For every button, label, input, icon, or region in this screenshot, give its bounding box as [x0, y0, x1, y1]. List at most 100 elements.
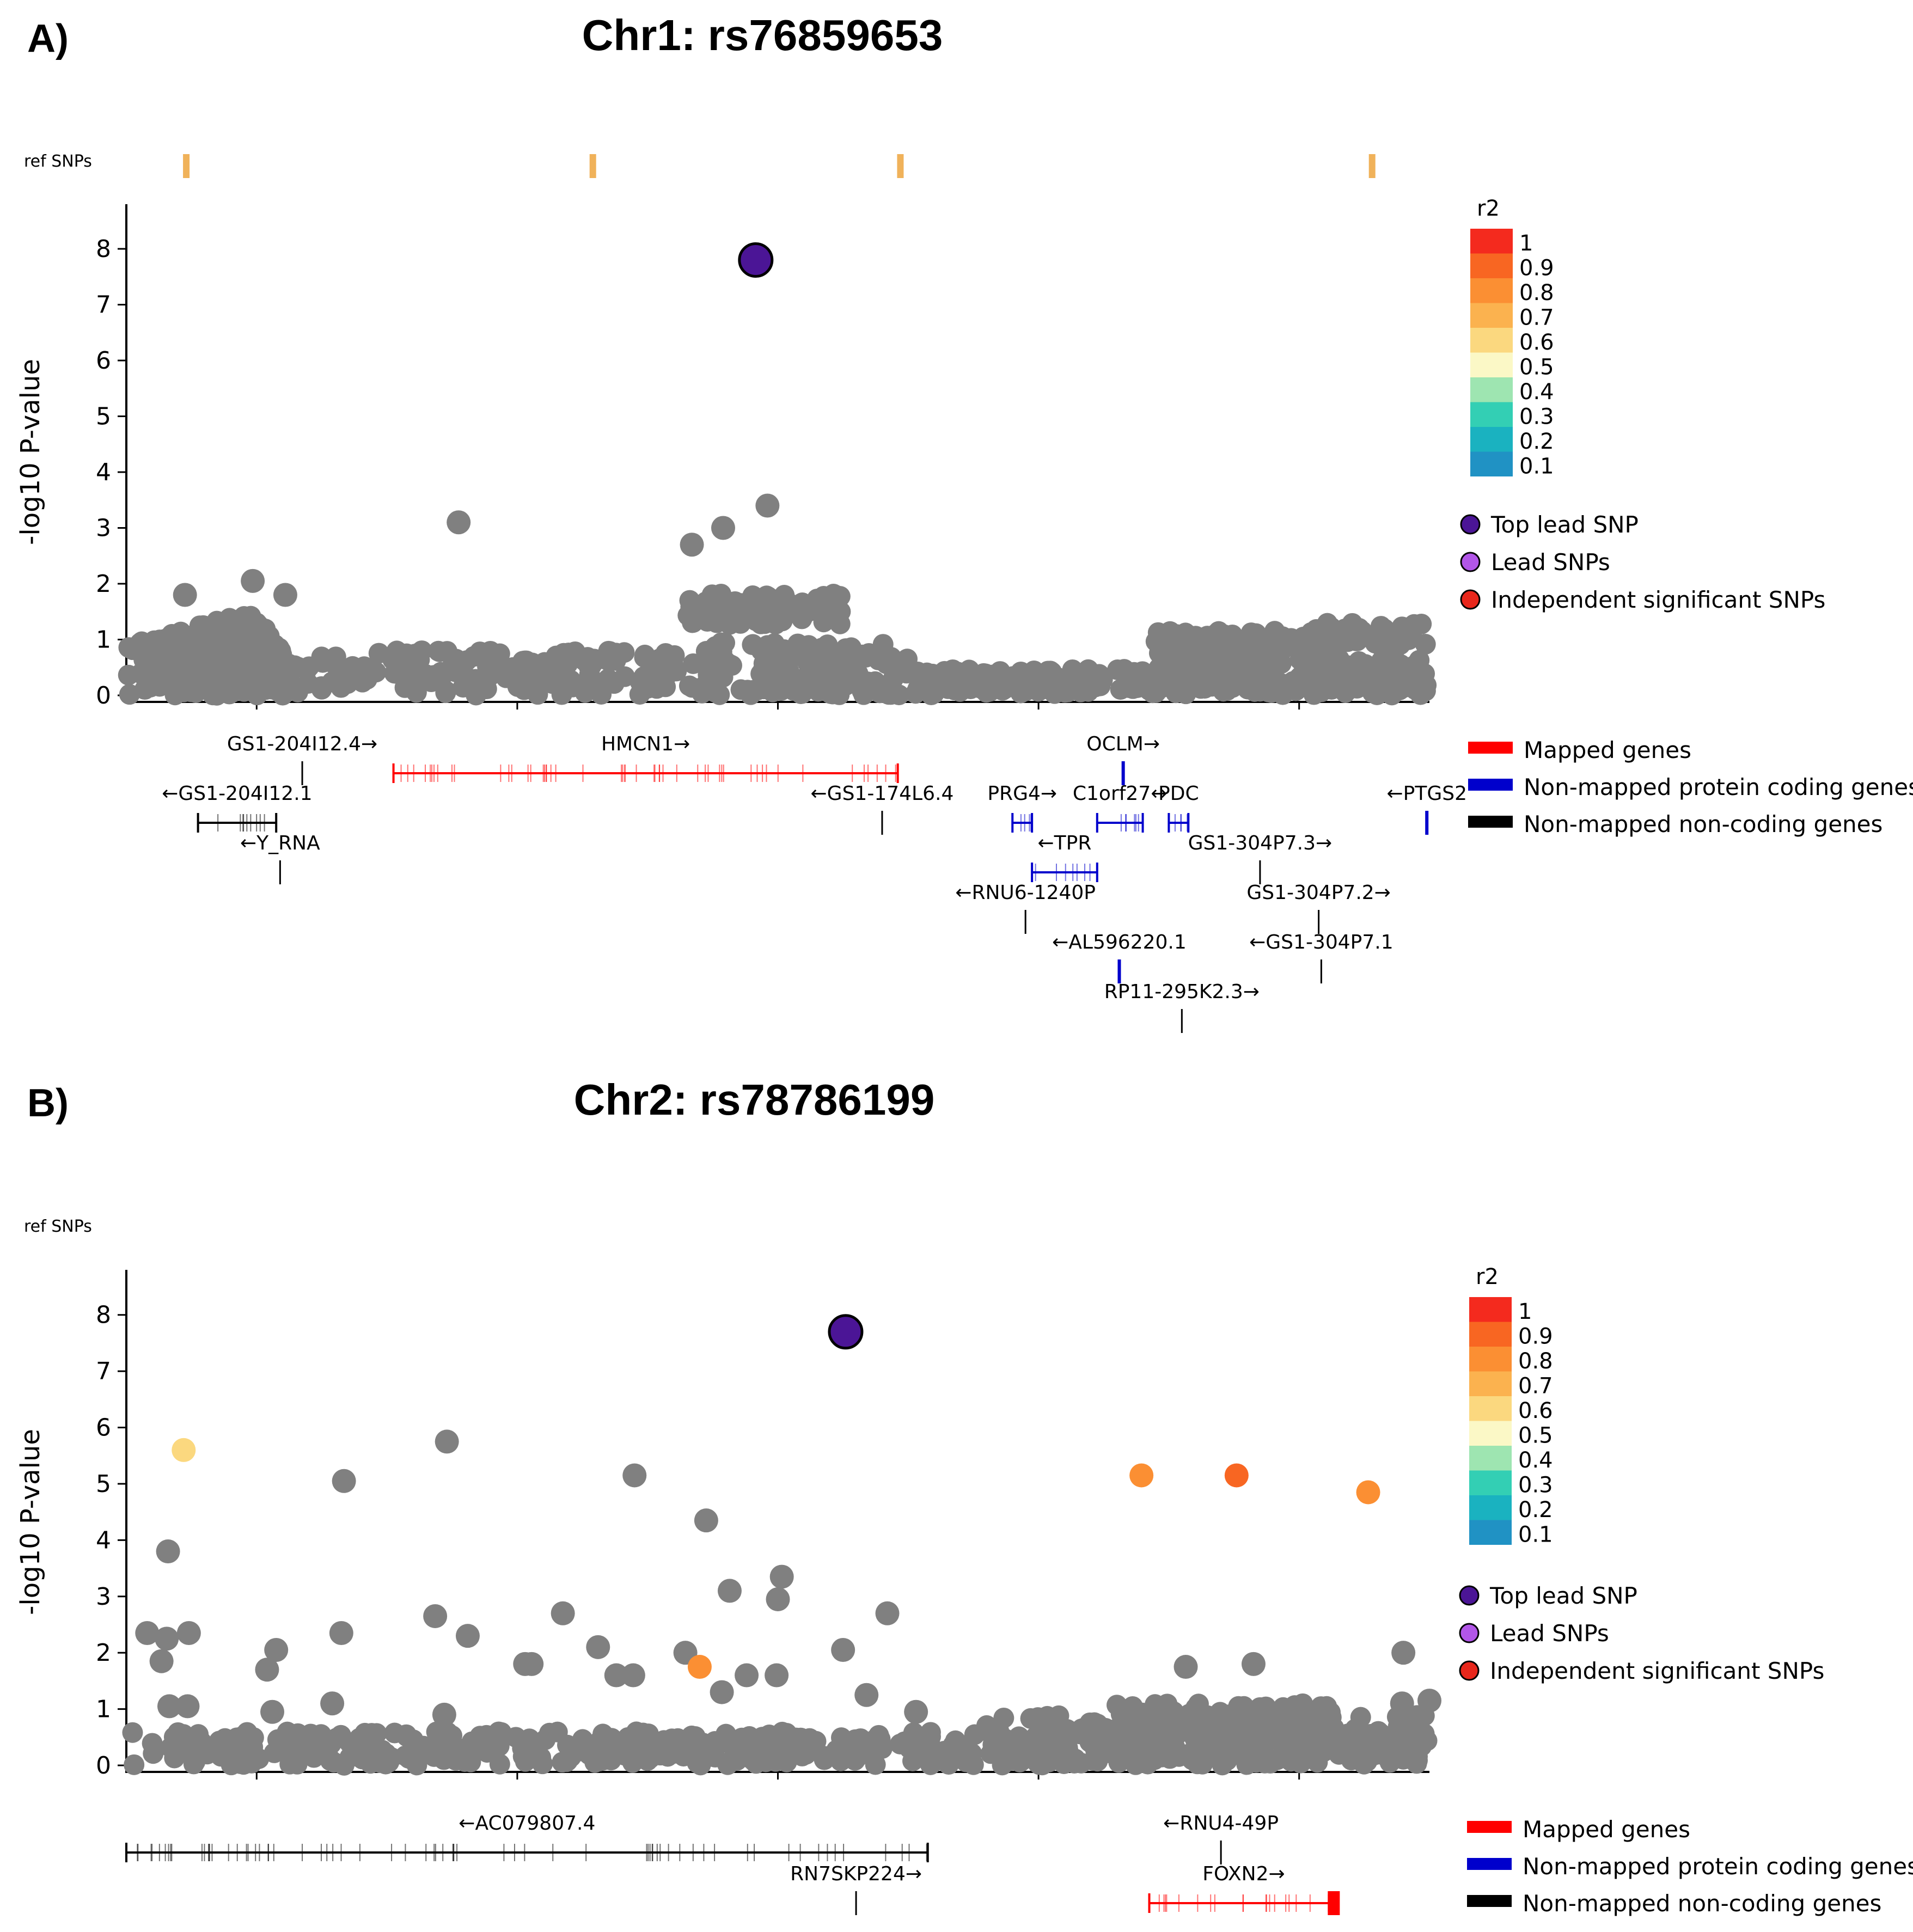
snp-point — [423, 1604, 448, 1628]
snp-point — [281, 659, 302, 680]
snp-point — [1364, 681, 1385, 702]
snp-point — [694, 1508, 718, 1533]
r2-scale-swatch — [1469, 1470, 1512, 1495]
snp-point — [402, 1729, 424, 1751]
legend-point-marker — [1459, 1623, 1480, 1643]
snp-point — [241, 568, 265, 593]
snp-point — [1395, 1717, 1416, 1739]
snp-point — [253, 632, 274, 653]
snp-point — [1130, 665, 1152, 686]
snp-point — [797, 1733, 818, 1754]
ref-snp-mark — [183, 154, 190, 178]
snp-point — [705, 662, 726, 683]
snp-point — [902, 1750, 923, 1771]
snp-point — [1222, 677, 1243, 698]
snp-point — [743, 680, 764, 701]
legend-point-label: Top lead SNP — [1489, 1582, 1637, 1609]
snp-point — [1078, 681, 1099, 702]
snp-point — [1186, 626, 1207, 647]
snp-point — [1417, 1689, 1441, 1713]
snp-point — [682, 677, 703, 698]
snp-point — [711, 641, 732, 663]
snp-point — [155, 1627, 179, 1651]
snp-point — [381, 1747, 402, 1768]
r2-scale-label: 0.6 — [1519, 330, 1554, 355]
r2-scale-label: 0.9 — [1519, 256, 1554, 281]
snp-point — [826, 650, 847, 671]
gene-label: ←GS1-204I12.1 — [162, 782, 312, 805]
snp-point — [435, 1429, 459, 1454]
snp-point — [791, 608, 812, 629]
snp-point — [260, 1699, 285, 1724]
r2-scale-label: 0.6 — [1518, 1398, 1553, 1423]
y-tick-label: 5 — [96, 403, 111, 431]
y-tick-label: 2 — [96, 1639, 111, 1667]
snp-point — [717, 1579, 742, 1603]
snp-point — [516, 650, 537, 671]
snp-point — [1206, 1716, 1227, 1737]
y-tick-label: 4 — [96, 458, 111, 486]
snp-point — [765, 1663, 789, 1688]
r2-scale-label: 0.8 — [1518, 1349, 1553, 1374]
panel-a-r2-title: r2 — [1477, 196, 1500, 221]
snp-point — [1264, 1720, 1286, 1741]
snp-point — [150, 653, 171, 674]
snp-point — [135, 1621, 160, 1645]
y-tick-label: 3 — [96, 1583, 111, 1611]
snp-point — [224, 1738, 246, 1759]
legend-gene-label: Mapped genes — [1523, 1816, 1690, 1843]
snp-point — [233, 1754, 254, 1775]
snp-point — [466, 684, 487, 706]
snp-point — [1010, 1751, 1031, 1772]
snp-point — [332, 1469, 356, 1493]
snp-point — [329, 1621, 353, 1645]
snp-point — [771, 680, 792, 701]
snp-point — [157, 1694, 181, 1719]
snp-point — [355, 658, 376, 680]
gene-label: RN7SKP224→ — [790, 1863, 922, 1885]
snp-point — [599, 641, 620, 662]
snp-point — [604, 1663, 628, 1688]
r2-scale-swatch — [1470, 278, 1513, 303]
r2-scale-label: 0.7 — [1519, 305, 1554, 331]
r2-scale-swatch — [1470, 402, 1513, 427]
snp-point — [546, 649, 567, 670]
r2-scale-swatch — [1469, 1495, 1512, 1520]
legend-gene-swatch — [1467, 1821, 1512, 1833]
snp-point — [664, 1743, 685, 1764]
r2-scale-swatch — [1469, 1371, 1512, 1396]
top-lead-snp — [828, 1314, 864, 1350]
legend-gene-swatch — [1467, 1858, 1512, 1870]
snp-point — [1178, 654, 1199, 675]
snp-point — [766, 1587, 790, 1611]
snp-point — [711, 516, 735, 540]
snp-point — [723, 1733, 744, 1754]
gene-label: PRG4→ — [987, 782, 1057, 805]
snp-point — [1165, 680, 1187, 701]
snp-point — [175, 1694, 200, 1719]
snp-point — [253, 659, 274, 680]
snp-point — [1390, 662, 1411, 683]
r2-scale-swatch — [1470, 352, 1513, 377]
y-tick-label: 8 — [96, 235, 111, 263]
legend-gene-label: Non-mapped protein coding genes — [1523, 1853, 1913, 1880]
snp-point — [176, 1621, 201, 1645]
gene-label: ←RNU6-1240P — [955, 882, 1096, 904]
snp-point — [347, 1741, 368, 1763]
r2-scale-swatch — [1470, 253, 1513, 278]
snp-point — [368, 643, 389, 664]
snp-point — [192, 615, 213, 637]
panel-a-ref-snps-label: ref SNPs — [24, 152, 92, 171]
snp-point — [963, 1754, 984, 1775]
y-tick-label: 1 — [96, 626, 111, 654]
gene-exon-block — [1328, 1891, 1340, 1915]
r2-scale-swatch — [1470, 229, 1513, 254]
snp-point — [173, 583, 197, 607]
r2-scale-swatch — [1469, 1322, 1512, 1347]
gene-label: ←GS1-174L6.4 — [811, 782, 954, 805]
gene-label: RP11-295K2.3→ — [1104, 981, 1260, 1003]
snp-point — [156, 1539, 180, 1564]
snp-point — [1307, 1699, 1328, 1720]
y-tick-label: 3 — [96, 515, 111, 542]
